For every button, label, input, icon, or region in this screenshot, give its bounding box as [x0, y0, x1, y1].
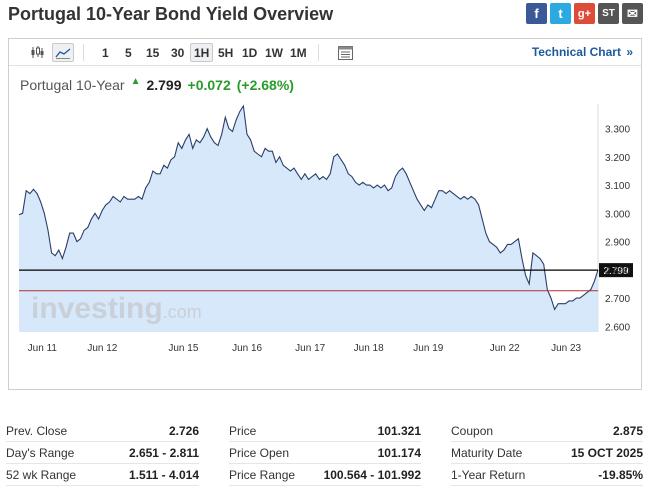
price-change-percent: (+2.68%) [236, 77, 294, 93]
y-tick-label: 3.300 [605, 125, 630, 136]
x-tick-label: Jun 12 [87, 343, 117, 354]
y-tick-label: 2.600 [605, 322, 630, 333]
page-title: Portugal 10-Year Bond Yield Overview [8, 4, 334, 24]
chart-panel: 1 5 15 30 1H 5H 1D 1W 1M Technical Chart… [8, 38, 642, 390]
watermark-brand: investing [31, 292, 163, 325]
candlestick-chart-icon[interactable] [26, 43, 48, 62]
stat-value: 2.651 - 2.811 [128, 446, 199, 460]
stat-label: Coupon [451, 424, 494, 438]
stats-column-middle: Price 101.321 Price Open 101.174 Price R… [229, 420, 421, 486]
watermark-suffix: .com [163, 302, 202, 322]
price-change: +0.072 [187, 77, 231, 93]
up-arrow-icon: ▲ [130, 76, 141, 87]
series-line [18, 104, 599, 311]
y-tick-label: 3.200 [605, 153, 630, 164]
stat-label: 52 wk Range [6, 468, 77, 482]
table-view-icon[interactable] [334, 43, 356, 62]
stat-value: 15 OCT 2025 [570, 446, 643, 460]
x-tick-label: Jun 22 [490, 343, 520, 354]
stat-52wk-range: 52 wk Range 1.511 - 4.014 [6, 464, 199, 486]
range-30-button[interactable]: 30 [171, 45, 185, 60]
stat-coupon: Coupon 2.875 [451, 420, 643, 442]
y-tick-label: 3.000 [605, 209, 630, 220]
stat-value: 2.726 [168, 424, 199, 438]
stat-days-range: Day's Range 2.651 - 2.811 [6, 442, 199, 464]
stat-label: Maturity Date [451, 446, 523, 460]
technical-chart-link[interactable]: Technical Chart » [532, 45, 633, 59]
range-1-button[interactable]: 1 [102, 45, 109, 60]
x-tick-label: Jun 18 [354, 343, 384, 354]
x-tick-label: Jun 19 [413, 343, 443, 354]
x-tick-label: Jun 16 [232, 343, 262, 354]
range-5h-button[interactable]: 5H [218, 45, 234, 60]
stat-label: Price Range [229, 468, 296, 482]
y-tick-label: 2.900 [605, 238, 630, 249]
current-price-label-bg [599, 263, 633, 278]
y-tick-label: 2.800 [605, 266, 630, 277]
stat-label: Price Open [229, 446, 290, 460]
technical-chart-label: Technical Chart [531, 45, 621, 59]
stat-label: Price [229, 424, 257, 438]
area-chart-icon[interactable] [52, 43, 74, 62]
range-1h-button[interactable]: 1H [190, 43, 214, 62]
x-tick-label: Jun 17 [295, 343, 325, 354]
x-tick-label: Jun 15 [168, 343, 198, 354]
google-plus-icon[interactable]: g+ [574, 3, 595, 24]
stat-price-open: Price Open 101.174 [229, 442, 421, 464]
stat-label: Day's Range [6, 446, 75, 460]
y-tick-label: 3.100 [605, 181, 630, 192]
toolbar-divider [83, 44, 84, 61]
y-tick-label: 2.700 [605, 294, 630, 305]
stocktwits-icon[interactable]: ST [598, 3, 619, 24]
email-icon[interactable]: ✉ [622, 3, 643, 24]
stats-column-left: Prev. Close 2.726 Day's Range 2.651 - 2.… [6, 420, 199, 486]
x-tick-label: Jun 11 [28, 343, 58, 354]
stat-value: 100.564 - 101.992 [323, 468, 421, 482]
chart-toolbar: 1 5 15 30 1H 5H 1D 1W 1M Technical Chart… [9, 39, 641, 66]
area-fill [19, 106, 598, 332]
stat-label: 1-Year Return [451, 468, 526, 482]
share-buttons: f t g+ ST ✉ [526, 3, 643, 24]
stats-column-right: Coupon 2.875 Maturity Date 15 OCT 2025 1… [451, 420, 643, 486]
chevron-right-icon: » [626, 45, 633, 59]
current-price-label: 2.799 [603, 266, 628, 277]
stat-prev-close: Prev. Close 2.726 [6, 420, 199, 442]
instrument-name: Portugal 10-Year [20, 77, 125, 93]
twitter-icon[interactable]: t [550, 3, 571, 24]
stat-value: 101.321 [377, 424, 421, 438]
stat-value: -19.85% [598, 468, 643, 482]
stat-price-range: Price Range 100.564 - 101.992 [229, 464, 421, 486]
quote-header: Portugal 10-Year ▲ 2.799 +0.072 (+2.68%) [20, 76, 294, 93]
last-price: 2.799 [146, 77, 182, 93]
stat-value: 2.875 [612, 424, 643, 438]
x-tick-label: Jun 23 [551, 343, 581, 354]
range-1w-button[interactable]: 1W [265, 45, 283, 60]
stat-maturity-date: Maturity Date 15 OCT 2025 [451, 442, 643, 464]
range-15-button[interactable]: 15 [146, 45, 160, 60]
range-5-button[interactable]: 5 [125, 45, 132, 60]
stat-value: 1.511 - 4.014 [128, 468, 199, 482]
range-1d-button[interactable]: 1D [242, 45, 258, 60]
yield-chart[interactable]: investing.com 2.799 3.300 3.200 3.100 3.000 2.… [9, 104, 641, 359]
watermark-logo: investing.com [31, 292, 202, 325]
stat-label: Prev. Close [6, 424, 68, 438]
stat-value: 101.174 [377, 446, 421, 460]
toolbar-divider [318, 44, 319, 61]
stat-price: Price 101.321 [229, 420, 421, 442]
stat-1year-return: 1-Year Return -19.85% [451, 464, 643, 486]
range-1m-button[interactable]: 1M [290, 45, 307, 60]
facebook-icon[interactable]: f [526, 3, 547, 24]
